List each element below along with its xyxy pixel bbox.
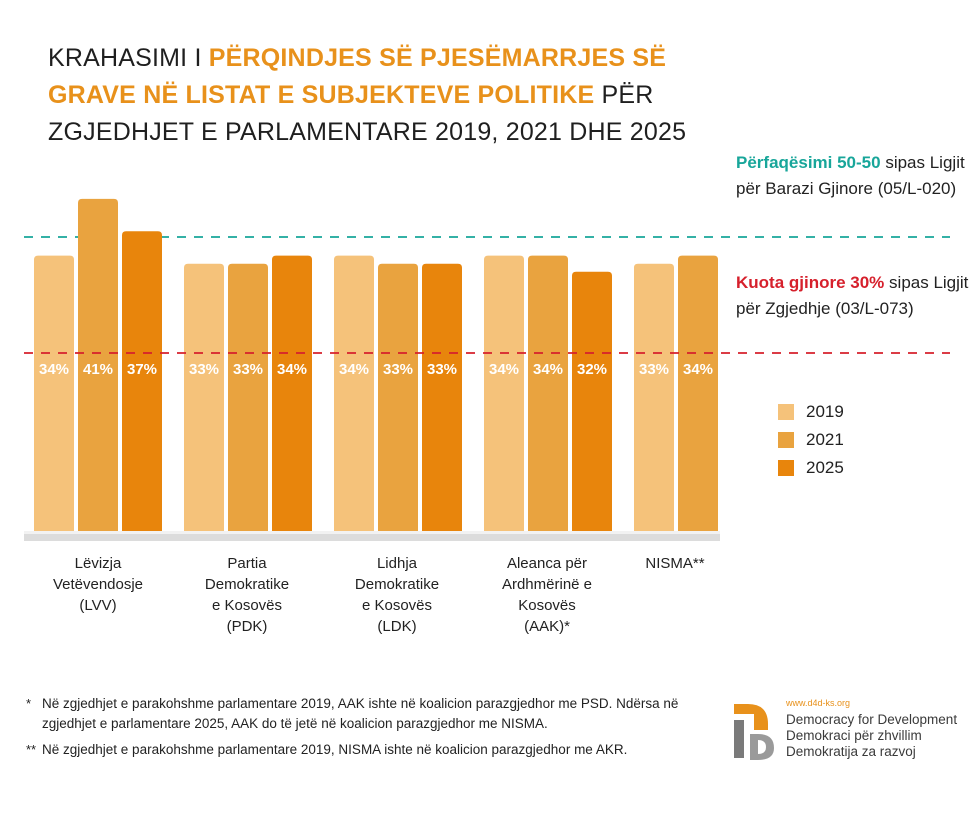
legend-item-2021: 2021 [778,426,844,454]
legend-item-2025: 2025 [778,454,844,482]
logo-line-sr: Demokratija za razvoj [786,744,916,759]
legend: 2019 2021 2025 [778,398,844,482]
footnote-mark-1: * [26,696,32,711]
equal-representation-highlight: Përfaqësimi 50-50 [736,153,881,172]
legend-item-2019: 2019 [778,398,844,426]
value-label-4-2019: 33% [639,361,669,378]
bar-2-2025 [422,263,462,531]
chart-baseline-highlight [24,531,720,534]
legend-label-2021: 2021 [806,430,844,449]
footnote-aak: * Në zgjedhjet e parakohshme parlamentar… [26,694,726,734]
value-label-2-2025: 33% [427,361,457,378]
bar-4-2019 [634,263,674,531]
bar-1-2019 [184,263,224,531]
title-part-2: PËR ZGJEDHJET E PARLAMENTARE 2019, 2021 … [48,81,687,146]
value-label-0-2025: 37% [127,361,157,378]
bar-1-2021 [228,263,268,531]
value-labels-group: 34% 41% 37% 33% 33% 34% 34% 33% 33% 34% 34% 32% 33% 3… [39,361,713,378]
category-label-aak: Aleanca për Ardhmërinë e Kosovës (AAK)* [501,555,593,635]
value-label-1-2019: 33% [189,361,219,378]
bar-0-2019 [34,255,74,531]
gender-quota-note: Kuota gjinore 30% sipas Ligjit për Zgjed… [736,270,976,322]
bar-3-2025 [572,271,612,531]
bar-3-2019 [484,255,524,531]
category-label-pdk: Partia Demokratike e Kosovës (PDK) [204,555,290,635]
bar-3-2021 [528,255,568,531]
value-label-2-2021: 33% [383,361,413,378]
value-label-0-2021: 41% [83,361,113,378]
gender-quota-highlight: Kuota gjinore 30% [736,273,885,292]
footnotes: * Në zgjedhjet e parakohshme parlamentar… [26,694,726,766]
logo-url: www.d4d-ks.org [786,698,851,708]
value-label-1-2025: 34% [277,361,307,378]
title-part-1: KRAHASIMI I [48,44,209,72]
value-label-3-2019: 34% [489,361,519,378]
title-highlight: PËRQINDJES SË PJESËMARRJES SË GRAVE NË L… [48,44,667,109]
legend-swatch-2021 [778,432,794,448]
chart-title: KRAHASIMI I PËRQINDJES SË PJESËMARRJES S… [48,40,688,151]
value-label-2-2019: 34% [339,361,369,378]
footnote-text-2: Në zgjedhjet e parakohshme parlamentare … [42,742,628,757]
legend-label-2019: 2019 [806,402,844,421]
logo-line-sq: Demokraci për zhvillim [786,728,922,743]
category-label-ldk: Lidhja Demokratike e Kosovës (LDK) [354,555,440,635]
value-label-3-2021: 34% [533,361,563,378]
equal-representation-text: sipas Ligjit për Barazi Gjinore (05/L-02… [736,153,965,198]
equal-representation-note: Përfaqësimi 50-50 sipas Ligjit për Baraz… [736,150,976,202]
d4d-logo: www.d4d-ks.org Democracy for Development… [728,696,978,766]
category-label-nisma: NISMA** [645,555,705,572]
value-label-4-2021: 34% [683,361,713,378]
d4d-logo-icon [734,704,774,760]
footnote-text-1: Në zgjedhjet e parakohshme parlamentare … [42,696,679,731]
value-label-3-2025: 32% [577,361,607,378]
gender-quota-text: sipas Ligjit për Zgjedhje (03/L-073) [736,273,969,318]
category-label-lvv: Lëvizja Vetëvendosje (LVV) [52,555,144,614]
bars-group [34,198,718,532]
bar-1-2025 [272,255,312,531]
bar-4-2021 [678,255,718,531]
bar-2-2019 [334,255,374,531]
logo-line-en: Democracy for Development [786,712,958,727]
value-label-0-2019: 34% [39,361,69,378]
footnote-mark-2: ** [26,742,37,757]
legend-label-2025: 2025 [806,458,844,477]
bar-0-2021 [78,198,118,531]
legend-swatch-2019 [778,404,794,420]
footnote-nisma: ** Në zgjedhjet e parakohshme parlamenta… [26,740,726,760]
bar-0-2025 [122,231,162,532]
bar-2-2021 [378,263,418,531]
chart-baseline [24,531,720,541]
legend-swatch-2025 [778,460,794,476]
value-label-1-2021: 33% [233,361,263,378]
